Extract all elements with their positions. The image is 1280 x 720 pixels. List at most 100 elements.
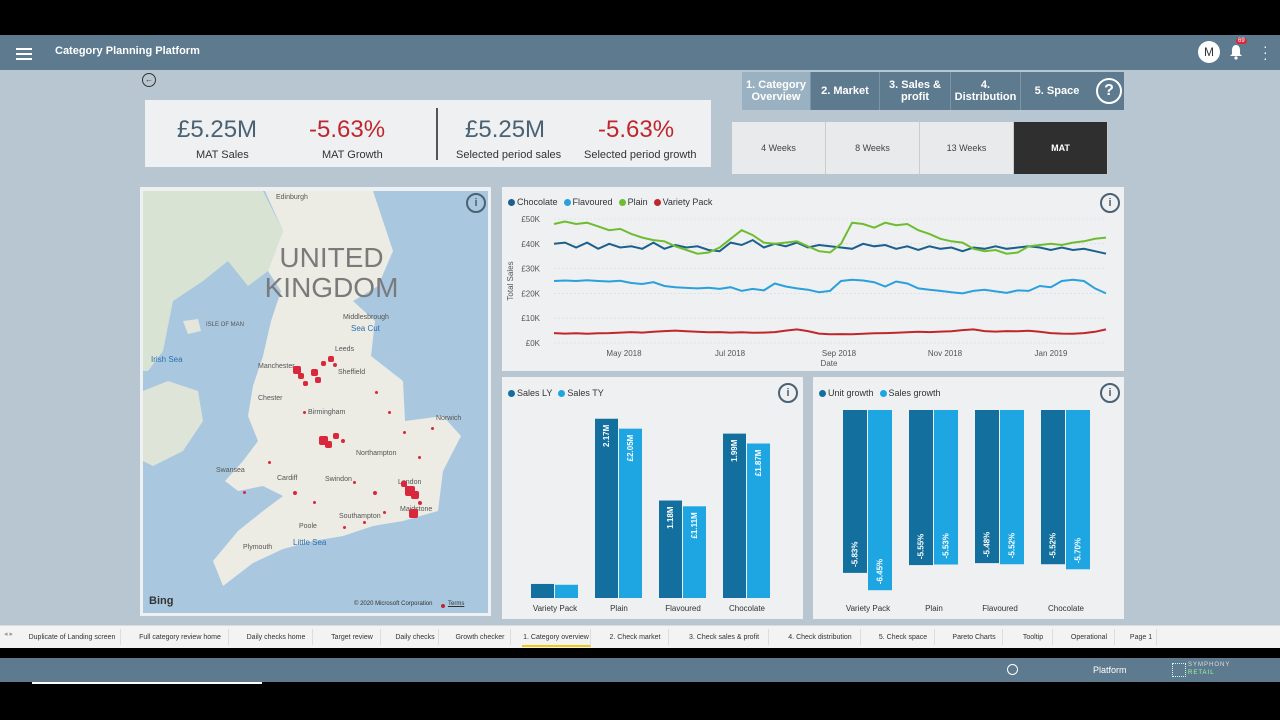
store-marker	[325, 441, 332, 448]
growth-bar-info-icon[interactable]: i	[1100, 383, 1120, 403]
bar-unit-growth[interactable]	[909, 410, 933, 566]
notification-count-badge: 69	[1236, 38, 1247, 44]
back-icon[interactable]: ←	[142, 73, 156, 87]
bar-unit-growth[interactable]	[975, 410, 999, 564]
sales-bar-info-icon[interactable]: i	[778, 383, 798, 403]
status-bar: Platform SYMPHONY RETAIL	[0, 658, 1280, 682]
store-marker	[293, 491, 297, 495]
bar-sales-ty[interactable]	[619, 428, 642, 598]
map-country-label: UNITED KINGDOM	[264, 242, 399, 303]
bing-logo: Bing	[149, 595, 174, 607]
store-marker	[383, 511, 386, 514]
kpi-mat-sales-value: £5.25M	[177, 116, 258, 143]
nav-tab-category-overview[interactable]: 1. Category Overview	[742, 72, 811, 110]
page-tab[interactable]: Daily checks	[392, 629, 439, 645]
category-label: Plain	[610, 604, 628, 613]
store-marker	[293, 366, 301, 374]
period-13-weeks-button[interactable]: 13 Weeks	[920, 122, 1014, 174]
period-4-weeks-button[interactable]: 4 Weeks	[732, 122, 826, 174]
window-bottom	[0, 682, 1280, 720]
tabs-scroll-icon[interactable]: ◂ ▸	[4, 631, 13, 638]
period-8-weeks-button[interactable]: 8 Weeks	[826, 122, 920, 174]
bar-sales-ly[interactable]	[723, 433, 746, 598]
map-info-icon[interactable]: i	[466, 193, 486, 213]
y-tick-label: £30K	[521, 265, 540, 274]
user-avatar[interactable]: M	[1198, 41, 1220, 63]
series-line-flavoured	[553, 278, 1107, 295]
page-tab[interactable]: Duplicate of Landing screen	[24, 629, 121, 645]
kpi-mat-growth-value: -5.63%	[309, 116, 386, 143]
notification-bell-icon[interactable]	[1229, 44, 1243, 60]
bar-sales-ty[interactable]	[683, 506, 706, 598]
period-mat-button[interactable]: MAT	[1014, 122, 1108, 174]
bar-sales-growth[interactable]	[1066, 410, 1090, 570]
x-tick-label: Nov 2018	[928, 349, 963, 358]
map-place-manchester: Manchester	[258, 363, 295, 370]
help-button[interactable]: ?	[1092, 72, 1124, 110]
store-marker	[401, 481, 407, 487]
store-marker	[418, 501, 422, 505]
y-tick-label: £10K	[521, 314, 540, 323]
page-tab[interactable]: Target review	[324, 629, 381, 645]
bar-unit-growth[interactable]	[1041, 410, 1065, 565]
nav-tab-market[interactable]: 2. Market	[811, 72, 880, 110]
page-tab[interactable]: Daily checks home	[240, 629, 313, 645]
map-terms-link[interactable]: Terms	[448, 601, 465, 607]
sales-bar-panel: Sales LY Sales TY i Variety Pack Plain 2.1…	[502, 377, 803, 619]
page-tab[interactable]: Pareto Charts	[946, 629, 1003, 645]
sales-bar-legend: Sales LY Sales TY	[508, 388, 604, 398]
store-marker	[431, 427, 434, 430]
y-tick-label: £40K	[521, 240, 540, 249]
legend-unit-growth: Unit growth	[819, 388, 874, 398]
data-label: -5.52%	[1049, 533, 1058, 558]
bar-unit-growth[interactable]	[843, 410, 867, 573]
period-slicer: 4 Weeks 8 Weeks 13 Weeks MAT	[732, 122, 1108, 174]
bar-sales-ly[interactable]	[531, 583, 554, 598]
bar-sales-ly[interactable]	[659, 500, 682, 598]
bar-sales-ty[interactable]	[747, 443, 770, 598]
page-tab[interactable]: Full category review home	[132, 629, 229, 645]
nav-tab-sales-profit[interactable]: 3. Sales & profit	[880, 72, 951, 110]
category-label: Plain	[925, 604, 943, 613]
bar-sales-growth[interactable]	[934, 410, 958, 565]
more-options-icon[interactable]: · · ·	[1263, 38, 1268, 66]
line-chart-info-icon[interactable]: i	[1100, 193, 1120, 213]
data-label: £2.05M	[626, 434, 635, 461]
platform-link[interactable]: Platform	[1093, 665, 1127, 675]
legend-flavoured: Flavoured	[563, 197, 613, 207]
page-tab[interactable]: Page 1	[1126, 629, 1157, 645]
data-label: -5.70%	[1074, 538, 1083, 563]
page-tab[interactable]: 2. Check market	[602, 629, 669, 645]
app-header: Category Planning Platform M 69 · · ·	[0, 35, 1280, 70]
page-tab[interactable]: Tooltip	[1014, 629, 1053, 645]
page-tab[interactable]: Operational	[1064, 629, 1115, 645]
kpi-period-sales-label: Selected period sales	[456, 149, 562, 161]
store-marker	[405, 486, 415, 496]
line-chart-panel: Chocolate Flavoured Plain Variety Pack i…	[502, 187, 1124, 371]
map-place-northampton: Northampton	[356, 450, 397, 457]
store-marker	[319, 436, 328, 445]
page-tab[interactable]: 4. Check distribution	[780, 629, 861, 645]
map-place-middlesbrough: Middlesbrough	[343, 314, 389, 321]
map-place-london: London	[398, 479, 422, 486]
bar-sales-ly[interactable]	[595, 418, 618, 598]
bar-sales-growth[interactable]	[868, 410, 892, 591]
nav-tab-distribution[interactable]: 4. Distribution	[951, 72, 1021, 110]
block-icon[interactable]	[1007, 664, 1018, 675]
hamburger-menu-icon[interactable]	[16, 45, 32, 61]
uk-map[interactable]: UNITED KINGDOM Edinburgh Middlesbrough S…	[143, 191, 488, 613]
x-tick-label: May 2018	[606, 349, 642, 358]
nav-tab-space[interactable]: 5. Space	[1021, 72, 1094, 110]
page-tab[interactable]: Growth checker	[450, 629, 511, 645]
store-marker	[353, 481, 356, 484]
growth-bar-panel: Unit growth Sales growth i Variety Pack -…	[813, 377, 1124, 619]
progress-line	[32, 682, 262, 684]
bar-sales-growth[interactable]	[1000, 410, 1024, 565]
store-marker	[311, 369, 318, 376]
page-tab[interactable]: 5. Check space	[872, 629, 935, 645]
kpi-mat-growth-label: MAT Growth	[322, 149, 383, 161]
page-tab[interactable]: 1. Category overview	[522, 629, 591, 647]
page-tab[interactable]: 3. Check sales & profit	[680, 629, 769, 645]
bar-sales-ty[interactable]	[555, 584, 578, 598]
data-label: 1.18M	[666, 506, 675, 529]
